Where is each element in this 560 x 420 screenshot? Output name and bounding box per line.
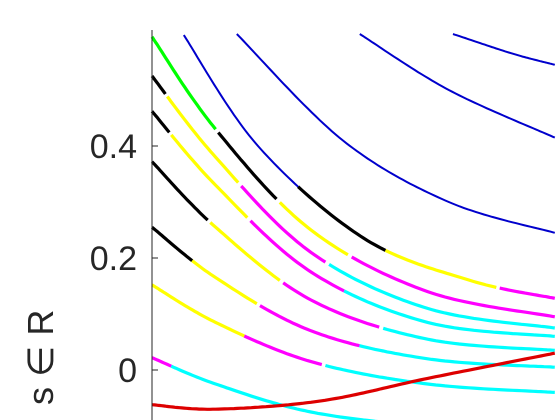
curves-layer	[150, 33, 556, 420]
y-tick-label: 0.4	[90, 128, 137, 166]
curve-segment	[217, 131, 278, 201]
curve-segment	[150, 35, 217, 131]
curve-segment	[236, 33, 556, 234]
curve-segment	[282, 281, 380, 329]
curve-segment	[359, 344, 555, 369]
curve-segment	[243, 334, 323, 367]
curve-segment	[328, 263, 556, 330]
curve-segment	[359, 33, 556, 139]
curve-segment	[350, 255, 556, 319]
curve-segment	[170, 364, 379, 420]
curve-segment	[151, 356, 172, 368]
curve-segment	[240, 184, 327, 264]
curve-segment	[249, 219, 345, 293]
curve-segment	[324, 363, 555, 394]
curve-segment	[259, 304, 360, 348]
y-tick-label: 0.2	[90, 240, 137, 278]
curve-segment	[166, 95, 240, 184]
curve-segment	[209, 221, 281, 282]
curve-segment	[150, 160, 209, 222]
curve-segment	[297, 185, 387, 252]
curve-segment	[452, 33, 556, 66]
curve-segment	[191, 259, 258, 306]
curve-segment	[499, 286, 556, 300]
y-tick-label: 0	[118, 352, 137, 390]
curve-segment	[150, 225, 194, 262]
curve-segment	[150, 75, 167, 95]
curve-segment	[151, 351, 556, 411]
curve-segment	[182, 34, 299, 188]
curve-segment	[278, 201, 349, 257]
curve-segment	[150, 110, 171, 134]
curve-segment	[151, 283, 245, 338]
y-axis-label: s ∈ R	[20, 310, 61, 405]
curve-segment	[170, 133, 249, 219]
curve-segment	[343, 289, 555, 338]
curve-segment	[382, 326, 555, 352]
y-ticks: 0 0.2 0.4	[90, 128, 158, 390]
curve-segment	[384, 248, 497, 289]
